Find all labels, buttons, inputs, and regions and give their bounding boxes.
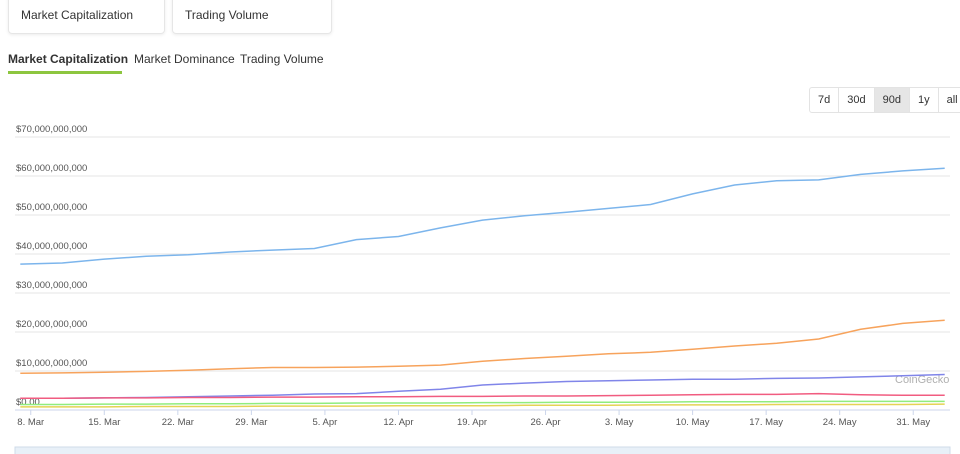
x-tick-label: 10. May xyxy=(676,417,710,428)
series-line xyxy=(20,403,945,408)
range-button[interactable]: 1y xyxy=(910,88,939,112)
y-tick-label: $60,000,000,000 xyxy=(16,163,87,174)
series-line xyxy=(20,373,945,400)
watermark: CoinGecko xyxy=(895,374,949,386)
series-line xyxy=(20,400,945,406)
y-tick-label: $70,000,000,000 xyxy=(16,124,87,135)
series-line xyxy=(20,392,945,400)
stat-card: Market Capitalization xyxy=(8,0,165,34)
card-label: Trading Volume xyxy=(185,8,269,22)
x-tick-label: 31. May xyxy=(896,417,930,428)
x-tick-label: 22. Mar xyxy=(162,417,194,428)
tab[interactable]: Market Dominance xyxy=(134,52,235,66)
y-tick-label: $20,000,000,000 xyxy=(16,319,87,330)
x-tick-label: 12. Apr xyxy=(383,417,413,428)
range-button[interactable]: all xyxy=(946,94,958,106)
x-tick-label: 29. Mar xyxy=(235,417,267,428)
x-tick-label: 19. Apr xyxy=(457,417,487,428)
y-tick-label: $30,000,000,000 xyxy=(16,280,87,291)
series-line xyxy=(20,319,945,375)
range-selector: 7d 30d 90d 1y all xyxy=(809,87,960,113)
tab-underline xyxy=(8,71,122,74)
y-tick-label: $10,000,000,000 xyxy=(16,358,87,369)
y-tick-label: $0.00 xyxy=(16,397,40,408)
x-tick-label: 15. Mar xyxy=(88,417,120,428)
range-button[interactable]: 90d xyxy=(874,88,910,112)
x-tick-label: 24. May xyxy=(823,417,857,428)
x-tick-label: 17. May xyxy=(749,417,783,428)
tab[interactable]: Trading Volume xyxy=(240,52,324,66)
x-tick-label: 3. May xyxy=(605,417,634,428)
x-tick-label: 5. Apr xyxy=(313,417,338,428)
y-tick-label: $40,000,000,000 xyxy=(16,241,87,252)
y-tick-label: $50,000,000,000 xyxy=(16,202,87,213)
range-button[interactable]: 30d xyxy=(839,88,875,112)
navigator xyxy=(14,446,951,454)
tab[interactable]: Market Capitalization xyxy=(8,52,129,66)
series-line xyxy=(20,167,945,265)
x-tick-label: 26. Apr xyxy=(530,417,560,428)
range-button[interactable]: 7d xyxy=(810,88,840,112)
stat-card: Trading Volume xyxy=(172,0,332,34)
x-tick-label: 8. Mar xyxy=(17,417,44,428)
card-label: Market Capitalization xyxy=(21,8,134,22)
